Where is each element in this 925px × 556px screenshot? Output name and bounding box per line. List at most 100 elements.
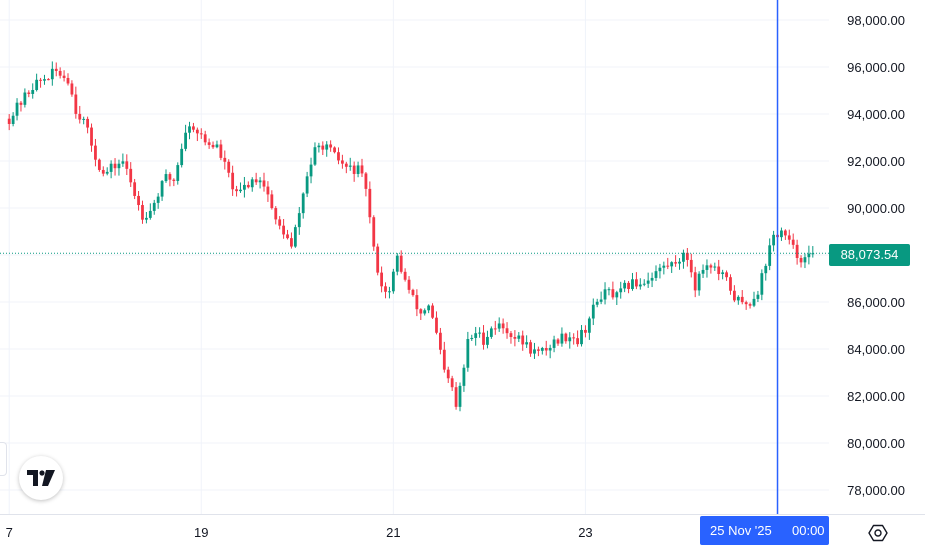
- candle-body: [458, 385, 462, 407]
- candle: [15, 98, 19, 121]
- candle: [470, 334, 474, 341]
- candle-body: [599, 299, 603, 302]
- candle: [474, 326, 478, 346]
- candle-body: [246, 184, 250, 188]
- candle-body: [325, 144, 329, 150]
- settings-gear-icon[interactable]: [866, 521, 890, 545]
- candle-body: [572, 337, 576, 339]
- tradingview-logo-icon[interactable]: [19, 456, 63, 500]
- candle-body: [521, 335, 525, 345]
- candle-body: [670, 262, 674, 267]
- candle-body: [266, 186, 270, 195]
- candle-body: [11, 115, 15, 124]
- crosshair-time: 00:00: [792, 523, 825, 538]
- candle-body: [752, 298, 756, 306]
- candle-body: [47, 79, 50, 81]
- candle-body: [623, 282, 627, 289]
- candle: [254, 172, 258, 185]
- candle: [290, 232, 293, 249]
- candle-body: [552, 339, 556, 348]
- candle: [556, 338, 560, 346]
- candle-body: [391, 271, 395, 292]
- candle-body: [321, 145, 325, 150]
- candle-body: [486, 336, 489, 345]
- x-axis[interactable]: 7 19 21 23: [6, 525, 593, 540]
- candle-body: [19, 102, 23, 105]
- candle: [642, 279, 646, 287]
- candle: [160, 180, 164, 201]
- candle-body: [133, 182, 137, 196]
- candle-body: [176, 165, 180, 181]
- candle: [748, 302, 752, 309]
- candle-body: [748, 304, 752, 306]
- candle-body: [23, 92, 27, 105]
- candle-body: [219, 144, 223, 158]
- candle: [427, 304, 431, 314]
- panel-resize-handle[interactable]: [0, 442, 7, 476]
- candle: [807, 245, 811, 265]
- candle-body: [764, 265, 768, 274]
- candle-body: [94, 145, 97, 160]
- candle: [654, 265, 658, 282]
- candle: [662, 261, 666, 275]
- candle: [439, 327, 442, 355]
- candle-body: [235, 189, 238, 192]
- candle: [458, 382, 462, 412]
- crosshair-date-label: 25 Nov '25 00:00: [700, 516, 829, 545]
- candle: [666, 257, 670, 270]
- candle-body: [678, 261, 681, 264]
- candle: [521, 330, 525, 351]
- candle-body: [305, 176, 309, 194]
- candle: [301, 192, 305, 219]
- candle-body: [783, 230, 787, 236]
- candle-body: [729, 277, 732, 291]
- candle: [576, 330, 579, 347]
- candle-body: [43, 79, 46, 81]
- candle-body: [101, 169, 105, 174]
- candle: [638, 278, 642, 290]
- candle: [90, 123, 93, 152]
- candle-body: [290, 238, 293, 247]
- candle-body: [148, 210, 152, 218]
- candle-body: [603, 289, 607, 300]
- candle: [803, 253, 807, 269]
- candle: [274, 206, 278, 225]
- candle-body: [195, 129, 199, 134]
- y-axis[interactable]: 98,000.00 96,000.00 94,000.00 92,000.00 90,0…: [847, 13, 905, 498]
- candle: [329, 140, 333, 152]
- candle-body: [364, 173, 368, 189]
- candle-body: [125, 161, 129, 169]
- y-tick-label: 84,000.00: [847, 342, 905, 357]
- y-tick-label: 82,000.00: [847, 389, 905, 404]
- candle: [117, 159, 121, 176]
- candle: [435, 311, 438, 335]
- candle-body: [293, 227, 297, 247]
- candle: [466, 331, 470, 372]
- candle: [278, 216, 282, 230]
- candle: [23, 88, 27, 108]
- candle: [768, 238, 772, 271]
- candle: [693, 266, 697, 298]
- candle: [305, 171, 309, 198]
- candle: [207, 138, 211, 149]
- candle: [497, 317, 501, 332]
- candle-body: [513, 337, 517, 339]
- candle: [250, 177, 254, 192]
- candle-body: [803, 257, 807, 263]
- candle: [537, 346, 540, 357]
- candle: [419, 308, 423, 320]
- candle-body: [501, 323, 505, 329]
- candle-body: [109, 163, 113, 172]
- candle: [215, 140, 219, 149]
- candle-body: [666, 265, 670, 267]
- candle: [584, 325, 587, 338]
- candle: [125, 154, 129, 176]
- candle: [168, 172, 172, 187]
- candle: [450, 375, 454, 391]
- candle: [646, 272, 650, 288]
- candle-body: [113, 163, 117, 169]
- candle-body: [31, 89, 35, 94]
- candle-body: [180, 148, 184, 166]
- candle-body: [713, 266, 717, 268]
